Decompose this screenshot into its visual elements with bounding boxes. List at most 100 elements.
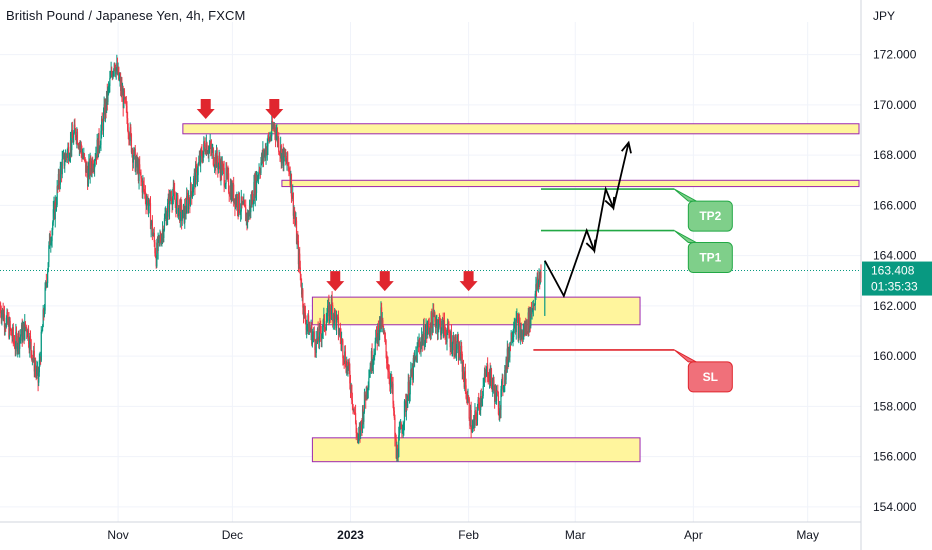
candle-body — [46, 283, 48, 285]
candle-body — [208, 146, 211, 148]
candle-body — [111, 70, 113, 75]
candle-body — [240, 196, 242, 212]
candle-body — [356, 433, 358, 435]
candle-body — [163, 218, 166, 230]
candle-body — [186, 195, 188, 213]
candle-body — [515, 317, 517, 333]
candle-body — [122, 91, 124, 108]
candle-body — [40, 359, 42, 361]
candle-body — [234, 198, 236, 208]
candle-body — [451, 350, 453, 352]
candle-body — [127, 118, 129, 131]
candle-body — [54, 203, 56, 219]
candle-body — [294, 212, 296, 219]
candle-body — [522, 332, 524, 339]
candle-body — [484, 373, 486, 375]
candle-body — [179, 201, 181, 222]
candle-body — [194, 173, 196, 188]
candle-body — [314, 350, 317, 353]
candle-body — [76, 131, 79, 145]
candle-body — [474, 410, 477, 412]
candle-body — [535, 284, 537, 294]
candle-body — [85, 165, 87, 173]
candle-body — [229, 194, 231, 197]
candle-body — [340, 336, 342, 343]
candle-body — [528, 312, 530, 330]
candle-body — [297, 241, 300, 265]
candle-body — [142, 181, 144, 193]
candle-body — [260, 162, 262, 173]
candle-body — [41, 326, 44, 332]
candle-body — [492, 380, 494, 385]
candle-body — [518, 320, 520, 324]
candle-body — [321, 334, 323, 340]
candle-body — [37, 367, 39, 383]
candle-body — [44, 287, 46, 311]
candle-body — [535, 284, 538, 290]
candle-body — [226, 167, 228, 175]
candle-body — [24, 321, 26, 329]
candle-body — [427, 322, 429, 330]
candle-body — [123, 90, 125, 108]
candle-body — [523, 326, 525, 333]
candle-body — [394, 438, 397, 440]
candle-body — [113, 70, 115, 73]
candle-body — [459, 356, 461, 360]
candle-body — [103, 104, 105, 113]
candle-body — [288, 171, 291, 173]
candle-body — [532, 303, 534, 310]
candle-body — [275, 133, 277, 139]
candle-body — [377, 325, 380, 341]
candle-body — [290, 173, 292, 186]
candle-body — [197, 164, 199, 176]
candle-body — [504, 370, 506, 386]
candle-body — [102, 112, 105, 131]
candle-body — [168, 193, 171, 213]
candle-body — [269, 136, 271, 142]
candle-body — [283, 148, 286, 157]
candle-body — [68, 158, 70, 161]
candle-body — [183, 206, 185, 223]
candle-body — [466, 398, 468, 402]
candle-body — [429, 330, 432, 335]
candle-body — [222, 165, 225, 168]
candle-body — [521, 330, 524, 339]
candle-body — [144, 190, 146, 192]
candle-body — [464, 371, 466, 388]
candle-body — [292, 192, 294, 216]
candle-body — [76, 131, 78, 141]
candle-body — [536, 278, 538, 290]
candle-body — [526, 320, 528, 333]
candle-body — [339, 330, 341, 334]
candle-body — [205, 143, 207, 154]
candle-body — [135, 156, 138, 162]
candle-body — [191, 192, 193, 198]
candle-body — [426, 325, 428, 335]
candle-body — [39, 359, 41, 361]
candle-body — [373, 356, 375, 358]
candle-body — [491, 380, 493, 390]
candle-body — [250, 199, 253, 205]
candle-body — [245, 207, 247, 222]
candle-body — [320, 325, 322, 334]
candle-body — [187, 198, 190, 210]
candle-body — [203, 141, 206, 145]
candle-body — [407, 396, 409, 408]
candle-body — [80, 143, 82, 147]
candle-body — [524, 323, 526, 335]
candle-body — [311, 335, 313, 345]
candle-body — [265, 147, 267, 158]
candle-body — [63, 152, 65, 166]
supply-demand-zone — [311, 296, 641, 326]
candle-body — [98, 133, 100, 149]
candle-body — [126, 105, 128, 119]
candle-body — [337, 317, 340, 334]
candle-body — [534, 293, 536, 306]
candle-body — [326, 316, 328, 322]
candle-body — [252, 193, 254, 205]
supply-demand-zone — [311, 437, 641, 463]
callout-box-tp1 — [687, 242, 733, 274]
candle-body — [476, 417, 478, 421]
candle-body — [214, 154, 216, 167]
